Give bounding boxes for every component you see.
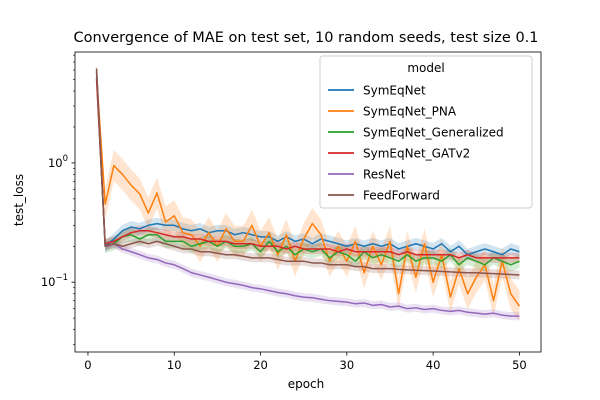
legend-label-4: ResNet [363,168,406,182]
y-tick-label--1: 10−1 [41,273,68,289]
plot-area: 0 10 20 30 40 50 10−1 100 [41,51,542,372]
legend: model SymEqNet SymEqNet_PNA SymEqNet_Genera… [319,55,533,209]
y-axis-label: test_loss [12,174,26,226]
x-tick-label-40: 40 [426,358,441,372]
axes-frame [74,51,542,353]
x-tick-label-50: 50 [512,358,527,372]
x-tick-label-0: 0 [84,358,91,372]
x-axis-label: epoch [288,377,325,391]
legend-label-2: SymEqNet_Generalized [363,126,504,140]
x-tick-label-10: 10 [167,358,182,372]
series-line-1 [95,74,521,307]
legend-label-1: SymEqNet_PNA [363,105,457,119]
series-line-3 [95,79,520,259]
legend-label-0: SymEqNet [363,84,426,98]
series-line-0 [95,71,520,256]
chart-title: Convergence of MAE on test set, 10 rando… [73,30,538,46]
legend-label-5: FeedForward [363,189,440,203]
y-tick-label-0: 100 [48,154,68,170]
series-line-2 [95,77,520,266]
series-line-4 [95,70,520,317]
legend-label-3: SymEqNet_GATv2 [363,147,470,161]
legend-box [319,55,533,209]
legend-title: model [407,61,444,75]
x-tick-label-20: 20 [253,358,268,372]
series-line-5 [95,68,520,276]
x-tick-label-30: 30 [340,358,355,372]
